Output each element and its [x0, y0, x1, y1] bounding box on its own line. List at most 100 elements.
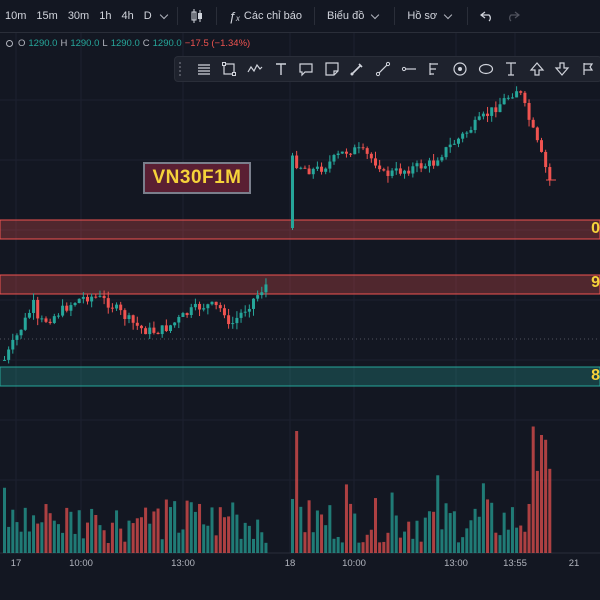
redo-button[interactable]: [500, 0, 526, 32]
candle-body: [148, 327, 152, 335]
flag-icon[interactable]: [575, 58, 600, 80]
fx-icon: ƒx: [228, 8, 240, 24]
candle-body: [115, 304, 119, 309]
arrow-up-icon[interactable]: [524, 58, 550, 80]
candle-body: [369, 153, 373, 159]
close-value: 1290.0: [152, 38, 182, 49]
volume-bar: [3, 487, 6, 553]
candle-body: [340, 151, 344, 154]
volume-bar: [206, 525, 210, 553]
timeframe-4h[interactable]: 4h: [121, 10, 134, 22]
timeframe-chevron-down-icon[interactable]: [159, 10, 168, 19]
low-label: L: [102, 38, 108, 49]
zones-layer: [0, 219, 600, 387]
candle-body: [198, 303, 202, 310]
indicators-button[interactable]: ƒx Các chỉ báo: [223, 0, 308, 32]
candle-body: [15, 335, 19, 340]
x-tick-label: 13:00: [171, 558, 195, 569]
chart-grid: [0, 32, 600, 554]
volume-bar: [69, 511, 73, 553]
line-icon[interactable]: [370, 58, 396, 80]
chevron-down-icon: [371, 10, 380, 19]
volume-bar: [106, 542, 110, 553]
text-icon[interactable]: [268, 58, 294, 80]
volume-bar: [519, 525, 523, 553]
candle-body: [452, 143, 456, 145]
brush-icon[interactable]: [345, 58, 371, 80]
candle-body: [73, 303, 77, 306]
x-tick-label: 21: [568, 558, 580, 569]
timeframe-1h[interactable]: 1h: [99, 10, 112, 22]
price-zone: [0, 366, 600, 387]
candle-body: [169, 325, 172, 332]
candle-body: [548, 167, 552, 180]
candle-body: [357, 147, 361, 149]
volume-bar: [502, 512, 506, 553]
candle-body: [320, 166, 324, 172]
volume-bar: [328, 505, 332, 553]
timeframe-15m[interactable]: 15m: [36, 10, 58, 22]
candle-body: [3, 359, 6, 361]
undo-button[interactable]: [474, 0, 500, 32]
volume-bar: [94, 514, 98, 553]
symbol-label-box: VN30F1M: [143, 162, 251, 194]
candle-body: [214, 301, 218, 306]
circle-icon[interactable]: [447, 58, 473, 80]
pitchfork-icon[interactable]: [422, 58, 448, 80]
volume-bar: [61, 532, 65, 553]
volume-bar: [252, 538, 255, 553]
drag-handle-icon[interactable]: [179, 62, 187, 76]
divider: [215, 7, 217, 25]
chart-layout-button[interactable]: Biểu đồ: [321, 0, 388, 32]
volume-bar: [86, 522, 89, 553]
price-zone: [0, 274, 600, 295]
horizontal-ray-icon[interactable]: [396, 58, 422, 80]
timeframe-30m[interactable]: 30m: [67, 10, 90, 22]
volume-bar: [353, 513, 357, 553]
ellipse-icon[interactable]: [473, 58, 499, 80]
timeframe-d[interactable]: D: [143, 10, 152, 22]
candle-body: [235, 317, 239, 324]
volume-bar: [320, 514, 324, 553]
candle-body: [202, 308, 206, 310]
x-tick-label: 18: [284, 558, 296, 569]
candle-body: [193, 303, 197, 308]
horizontal-lines-icon[interactable]: [191, 58, 217, 80]
anchor-icon[interactable]: [498, 58, 524, 80]
candle-body: [469, 130, 473, 133]
candle-body: [353, 147, 357, 155]
chart-layout-label: Biểu đồ: [327, 10, 365, 22]
candle-body: [535, 127, 539, 141]
candle-body: [131, 315, 135, 323]
volume-bar: [110, 522, 114, 553]
wave-icon[interactable]: [242, 58, 268, 80]
volume-bar: [378, 542, 382, 553]
candle-body: [144, 328, 148, 335]
volume-bar: [177, 532, 181, 553]
candle-body: [386, 170, 390, 176]
volume-bar: [423, 517, 427, 553]
candle-style-button[interactable]: [184, 0, 210, 32]
candle-body: [527, 102, 531, 120]
volume-bar: [349, 503, 353, 553]
volume-bar: [156, 508, 160, 553]
candle-body: [299, 167, 303, 169]
candle-body: [365, 148, 369, 154]
volume-bar: [357, 542, 361, 553]
volume-bar: [202, 524, 206, 553]
candle-body: [256, 295, 260, 299]
candle-body: [374, 158, 377, 166]
profile-button[interactable]: Hồ sơ: [401, 0, 461, 32]
note-icon[interactable]: [319, 58, 345, 80]
candle-body: [506, 97, 510, 99]
callout-icon[interactable]: [293, 58, 319, 80]
divider: [467, 7, 469, 25]
volume-bar: [185, 500, 189, 553]
chevron-down-icon: [443, 10, 453, 19]
arrow-down-icon[interactable]: [550, 58, 576, 80]
legend-dot-icon: [6, 40, 13, 47]
candle-body: [473, 119, 477, 131]
rectangle-icon[interactable]: [217, 58, 243, 80]
timeframe-10m[interactable]: 10m: [5, 10, 27, 22]
